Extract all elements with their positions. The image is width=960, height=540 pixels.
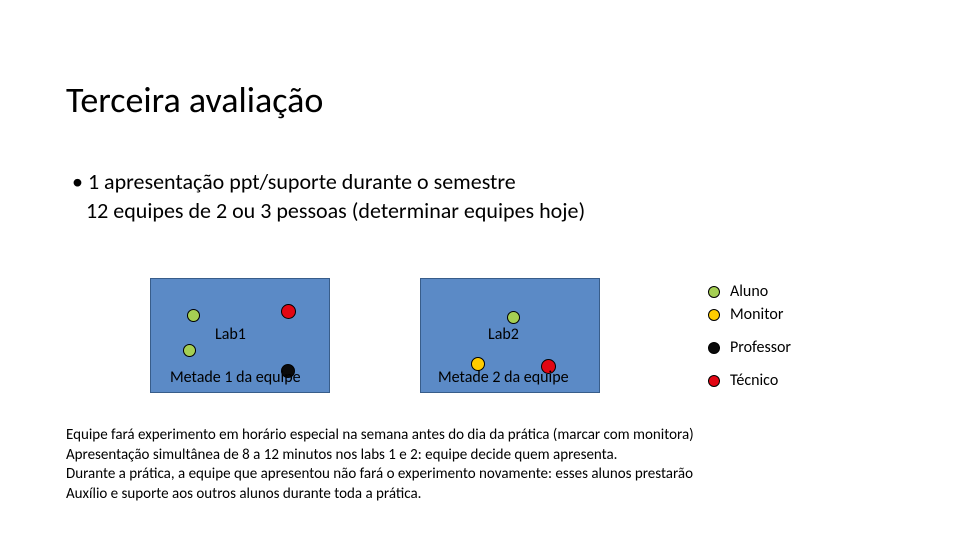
legend-row-tecnico: Técnico bbox=[708, 371, 791, 390]
lab2-caption: Metade 2 da equipe bbox=[438, 368, 569, 387]
lab2-dot-aluno bbox=[507, 311, 520, 324]
legend-row-professor: Professor bbox=[708, 338, 791, 357]
tecnico-icon bbox=[708, 375, 720, 387]
legend-label-aluno: Aluno bbox=[730, 282, 768, 301]
legend-row-aluno: Aluno bbox=[708, 282, 791, 301]
legend-label-monitor: Monitor bbox=[730, 305, 783, 324]
professor-icon bbox=[708, 342, 720, 354]
legend-label-tecnico: Técnico bbox=[730, 371, 778, 390]
bullet-line-2: 12 equipes de 2 ou 3 pessoas (determinar… bbox=[86, 197, 585, 226]
lab1-dot-tecnico bbox=[281, 304, 296, 319]
monitor-icon bbox=[708, 309, 720, 321]
legend: Aluno Monitor Professor Técnico bbox=[708, 282, 791, 394]
footer-line-2: Apresentação simultânea de 8 a 12 minuto… bbox=[66, 446, 906, 466]
legend-row-monitor: Monitor bbox=[708, 305, 791, 324]
lab1-label: Lab1 bbox=[215, 325, 246, 344]
lab1-caption: Metade 1 da equipe bbox=[170, 368, 301, 387]
lab1-dot-aluno-1 bbox=[187, 309, 200, 322]
footer-line-3: Durante a prática, a equipe que apresent… bbox=[66, 465, 906, 485]
footer-text: Equipe fará experimento em horário espec… bbox=[66, 426, 906, 504]
aluno-icon bbox=[708, 286, 720, 298]
legend-label-professor: Professor bbox=[730, 338, 791, 357]
lab1-dot-aluno-2 bbox=[183, 344, 196, 357]
footer-line-4: Auxílio e suporte aos outros alunos dura… bbox=[66, 485, 906, 505]
footer-line-1: Equipe fará experimento em horário espec… bbox=[66, 426, 906, 446]
page-title: Terceira avaliação bbox=[66, 78, 323, 122]
bullet-line-1: 1 apresentação ppt/suporte durante o sem… bbox=[72, 168, 585, 197]
bullet-block: 1 apresentação ppt/suporte durante o sem… bbox=[72, 168, 585, 225]
lab2-label: Lab2 bbox=[488, 325, 519, 344]
